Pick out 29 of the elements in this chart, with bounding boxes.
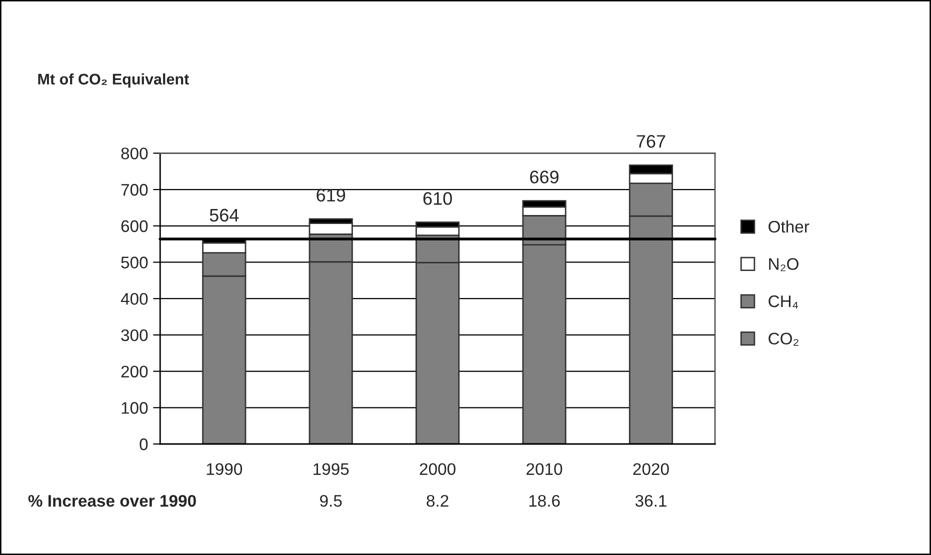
text: 9.5 xyxy=(320,494,342,507)
y-tick-label: 100 xyxy=(122,402,148,414)
text: 36.1 xyxy=(635,494,666,507)
y-tick-label: 700 xyxy=(121,184,148,196)
total-label: 610 xyxy=(423,192,452,205)
y-tick-label: 500 xyxy=(121,256,148,268)
y-tick-label: 600 xyxy=(121,220,148,232)
y-tick-label: 0 xyxy=(140,438,148,450)
chart-title: Mt of CO₂ Equivalent xyxy=(38,73,189,88)
x-tick-label: 1990 xyxy=(206,463,242,475)
text: % Increase over 1990 xyxy=(28,494,196,507)
y-tick-label: 400 xyxy=(120,292,148,305)
text: 8.2 xyxy=(426,494,448,507)
legend-label: CH₄ xyxy=(768,295,798,308)
x-tick-label: 1995 xyxy=(314,463,349,475)
x-tick-label: 2020 xyxy=(633,463,669,475)
total-label: 619 xyxy=(316,188,346,202)
legend-label: CO₂ xyxy=(768,332,798,346)
text: 18.6 xyxy=(529,494,560,507)
y-tick-label: 800 xyxy=(121,148,148,160)
total-label: 669 xyxy=(530,170,558,184)
total-label: 767 xyxy=(636,135,666,148)
total-label: 564 xyxy=(210,208,239,222)
legend-label: Other xyxy=(768,220,810,233)
x-tick-label: 2010 xyxy=(526,463,562,475)
y-tick-label: 300 xyxy=(121,329,148,342)
y-tick-label: 200 xyxy=(121,366,148,378)
x-tick-label: 2000 xyxy=(420,463,456,475)
legend-label: N₂O xyxy=(769,258,798,272)
